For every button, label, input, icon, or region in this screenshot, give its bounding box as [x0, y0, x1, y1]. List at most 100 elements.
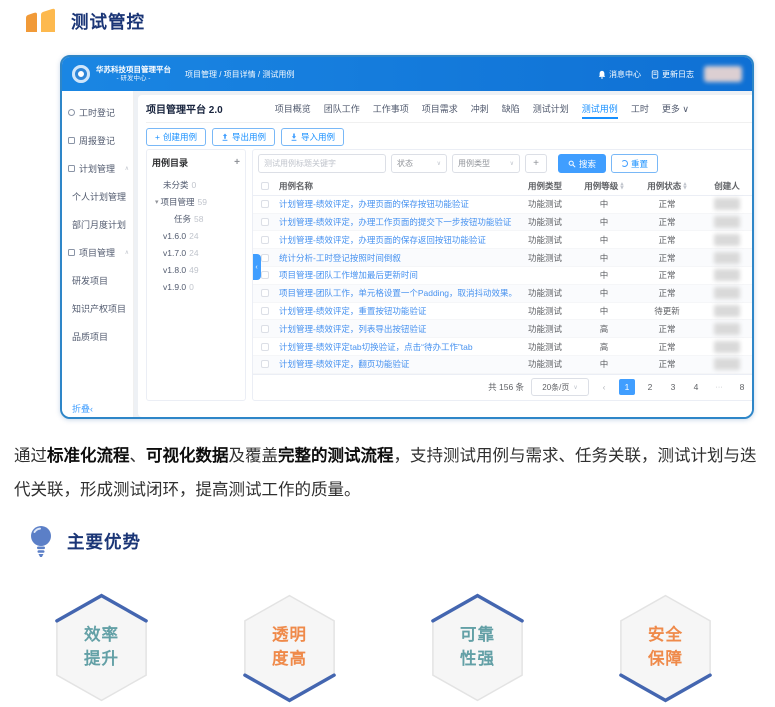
table-row[interactable]: 计划管理-绩效评定，办理页面的保存按钮功能验证 功能测试 中 正常 删除: [253, 196, 752, 214]
case-name-link[interactable]: 计划管理-绩效评定，办理页面的保存按钮功能验证: [279, 199, 469, 210]
table-row[interactable]: 计划管理-绩效评定，办理页面的保存返回按钮功能验证 功能测试 中 正常 删除: [253, 231, 752, 250]
add-directory-icon[interactable]: +: [234, 157, 240, 168]
tree-node-v190[interactable]: v1.9.0 0: [152, 278, 240, 295]
sidebar-item-quality-project[interactable]: 品质项目: [62, 322, 133, 350]
changelog-link[interactable]: 更新日志: [651, 69, 694, 80]
tab-sprint[interactable]: 冲刺: [470, 104, 489, 114]
case-name-link[interactable]: 计划管理-绩效评定，列表导出按钮验证: [279, 323, 427, 334]
row-checkbox[interactable]: [261, 342, 269, 351]
sidebar-label: 个人计划管理: [72, 191, 127, 202]
orange-flags-icon: [26, 8, 55, 33]
row-checkbox[interactable]: [261, 200, 269, 209]
message-center-link[interactable]: 消息中心: [598, 69, 641, 80]
tab-more[interactable]: 更多 ∨: [661, 104, 689, 114]
case-name-link[interactable]: 计划管理-绩效评定，翻页功能验证: [279, 359, 410, 370]
creator-blurred: [714, 322, 741, 335]
case-type-select[interactable]: 用例类型 ∨: [452, 154, 520, 173]
case-status: 正常: [658, 359, 676, 370]
table-row[interactable]: 统计分析-工时登记按照时间倒叙 功能测试 中 正常 删除: [253, 249, 752, 267]
table-row[interactable]: 项目管理-团队工作，单元格设置一个Padding，取消抖动效果。 功能测试 中 …: [253, 284, 752, 303]
tab-project-requirements[interactable]: 项目需求: [421, 104, 458, 114]
case-name-link[interactable]: 项目管理-团队工作，单元格设置一个Padding，取消抖动效果。: [279, 288, 518, 299]
tree-node-v180[interactable]: v1.8.0 49: [152, 261, 240, 278]
row-checkbox[interactable]: [261, 235, 269, 244]
desc-bold-segment: 完整的测试流程: [278, 447, 394, 465]
page-button-2[interactable]: 2: [647, 382, 653, 393]
tab-project-overview[interactable]: 项目概览: [274, 104, 311, 114]
case-name-link[interactable]: 项目管理-团队工作增加最后更新时间: [279, 270, 418, 281]
table-row[interactable]: 计划管理-绩效评定，重置按钮功能验证 功能测试 中 待更新 删除: [253, 303, 752, 321]
case-name-link[interactable]: 计划管理-绩效评定，办理工作页面的提交下一步按钮功能验证: [279, 216, 512, 227]
page-button-3[interactable]: 3: [670, 382, 676, 393]
reset-button[interactable]: 重置: [611, 154, 659, 173]
row-checkbox[interactable]: [261, 289, 269, 298]
import-case-button[interactable]: 导入用例: [281, 128, 345, 146]
add-filter-button[interactable]: +: [525, 154, 547, 173]
page-button-1[interactable]: 1: [619, 379, 636, 396]
feature-description: 通过标准化流程、可视化数据及覆盖完整的测试流程，支持测试用例与需求、任务关联，测…: [14, 440, 764, 508]
row-checkbox[interactable]: [261, 217, 269, 226]
sidebar-item-ip-project[interactable]: 知识产权项目: [62, 294, 133, 322]
creator-blurred: [714, 198, 741, 211]
create-case-button[interactable]: + 创建用例: [146, 128, 206, 146]
case-name-link[interactable]: 计划管理-绩效评定，重置按钮功能验证: [279, 305, 427, 316]
tree-node-tasks[interactable]: 任务 58: [152, 210, 240, 227]
table-row[interactable]: 项目管理-团队工作增加最后更新时间 中 正常 删除: [253, 267, 752, 285]
page-button-4[interactable]: 4: [693, 382, 699, 393]
table-row[interactable]: 计划管理-绩效评定tab切换验证，点击“待办工作”tab 功能测试 高 正常 删…: [253, 338, 752, 356]
status-select[interactable]: 状态 ∨: [391, 154, 447, 173]
tab-test-plan[interactable]: 测试计划: [532, 104, 569, 114]
caret-down-icon: ▾: [155, 197, 159, 206]
tab-worktime[interactable]: 工时: [630, 104, 649, 114]
case-level: 中: [599, 305, 609, 316]
creator-blurred: [714, 215, 741, 228]
search-button[interactable]: 搜索: [558, 154, 607, 173]
creator-blurred: [714, 358, 741, 371]
sidebar-item-worktime[interactable]: 工时登记: [62, 98, 133, 126]
tree-node-v170[interactable]: v1.7.0 24: [152, 244, 240, 261]
export-case-button[interactable]: 导出用例: [211, 128, 275, 146]
tree-node-project-management[interactable]: ▾ 项目管理 59: [152, 193, 240, 210]
case-name-link[interactable]: 计划管理-绩效评定，办理页面的保存返回按钮功能验证: [279, 234, 486, 245]
sidebar-item-plan-management[interactable]: 计划管理 ∧: [62, 154, 133, 182]
row-checkbox[interactable]: [261, 271, 269, 280]
row-checkbox[interactable]: [261, 253, 269, 262]
tree-count: 59: [197, 196, 207, 207]
tab-work-items[interactable]: 工作事项: [372, 104, 409, 114]
app-sidebar: 工时登记 周报登记 计划管理 ∧ 个人计划管理 部门月度计划: [62, 91, 134, 417]
keyword-search-input[interactable]: [258, 154, 386, 173]
case-name-link[interactable]: 计划管理-绩效评定tab切换验证，点击“待办工作”tab: [279, 341, 473, 352]
filter-row: 状态 ∨ 用例类型 ∨ +: [253, 150, 752, 177]
case-name-link[interactable]: 统计分析-工时登记按照时间倒叙: [279, 252, 401, 263]
table-row[interactable]: 计划管理-绩效评定，办理工作页面的提交下一步按钮功能验证 功能测试 中 正常 删…: [253, 213, 752, 232]
sidebar-item-personal-plan[interactable]: 个人计划管理: [62, 182, 133, 210]
panel-collapse-handle[interactable]: ‹: [253, 254, 261, 280]
tree-node-uncategorized[interactable]: 未分类 0: [152, 176, 240, 193]
sidebar-item-rd-project[interactable]: 研发项目: [62, 266, 133, 294]
sidebar-item-monthly-plan[interactable]: 部门月度计划: [62, 210, 133, 238]
case-type: 功能测试: [528, 341, 563, 352]
row-checkbox[interactable]: [261, 306, 269, 315]
table-row[interactable]: 计划管理-绩效评定，翻页功能验证 功能测试 中 正常 删除: [253, 355, 752, 374]
tab-team-work[interactable]: 团队工作: [323, 104, 360, 114]
breadcrumb: 项目管理 / 项目详情 / 测试用例: [185, 69, 295, 79]
sidebar-item-project-management[interactable]: 项目管理 ∧: [62, 238, 133, 266]
user-avatar-blurred[interactable]: [704, 66, 742, 82]
column-case-level[interactable]: 用例等级 ▲ ▼: [584, 180, 624, 191]
table-row[interactable]: 计划管理-绩效评定，列表导出按钮验证 功能测试 高 正常 删除: [253, 320, 752, 339]
row-checkbox[interactable]: [261, 360, 269, 369]
prev-page-button[interactable]: ‹: [602, 382, 606, 393]
row-checkbox[interactable]: [261, 324, 269, 333]
select-all-checkbox[interactable]: [261, 181, 269, 190]
tab-test-cases[interactable]: 测试用例: [581, 96, 618, 121]
tab-defects[interactable]: 缺陷: [501, 104, 520, 114]
sidebar-collapse-button[interactable]: 折叠‹: [72, 402, 93, 415]
page-button-8[interactable]: 8: [739, 382, 745, 393]
page-size-select[interactable]: 20条/页 ∨: [531, 378, 590, 397]
page-ellipsis[interactable]: ···: [715, 383, 723, 391]
tree-node-v160[interactable]: v1.6.0 24: [152, 227, 240, 244]
case-type: 功能测试: [528, 199, 563, 210]
sidebar-item-weekly-report[interactable]: 周报登记: [62, 126, 133, 154]
advantage-line1: 可靠: [460, 626, 495, 645]
column-case-status[interactable]: 用例状态 ▲ ▼: [647, 180, 687, 191]
